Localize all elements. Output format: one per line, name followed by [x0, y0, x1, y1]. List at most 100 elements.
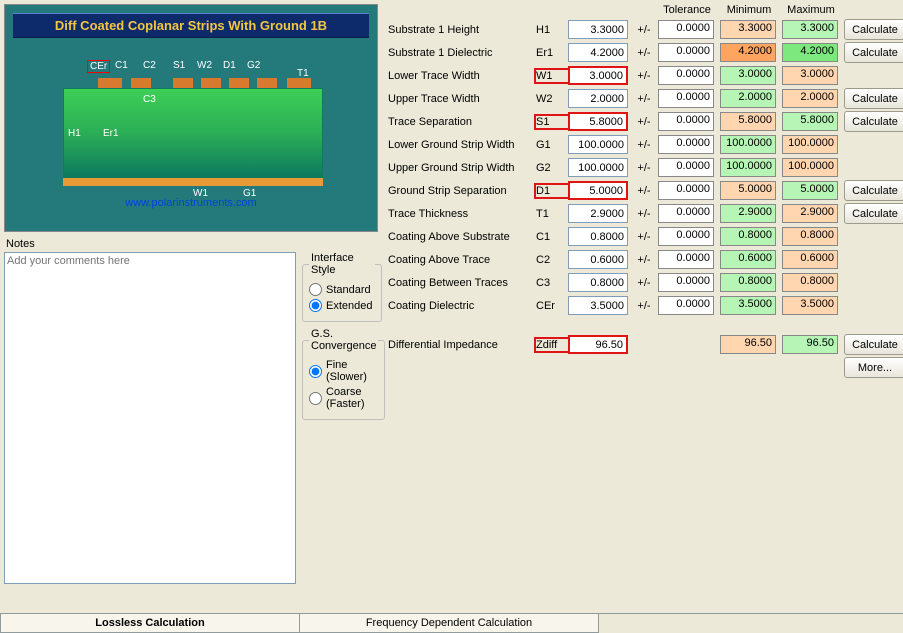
param-max: 3.3000: [782, 20, 838, 39]
param-max: 5.8000: [782, 112, 838, 131]
radio-coarse[interactable]: Coarse (Faster): [309, 386, 378, 410]
param-label: Coating Above Trace: [388, 254, 530, 266]
param-row-c3: Coating Between TracesC3+/-0.00000.80000…: [388, 271, 903, 294]
param-value-input[interactable]: [568, 43, 628, 62]
param-value-input[interactable]: [568, 135, 628, 154]
param-tol: 0.0000: [658, 135, 714, 154]
param-max: 100.0000: [782, 135, 838, 154]
result-value[interactable]: [568, 335, 628, 354]
param-max: 0.8000: [782, 273, 838, 292]
param-value-input[interactable]: [568, 66, 628, 85]
param-max: 0.6000: [782, 250, 838, 269]
param-tol: 0.0000: [658, 158, 714, 177]
param-label: Trace Separation: [388, 116, 530, 128]
radio-extended[interactable]: Extended: [309, 299, 375, 312]
param-value-input[interactable]: [568, 181, 628, 200]
radio-coarse-label: Coarse (Faster): [326, 386, 378, 410]
calculate-result-button[interactable]: Calculate: [844, 334, 903, 355]
diagram-body: CEr C1 C2 S1 W2 D1 G2 T1 C3 H1 Er1 W1 G1…: [13, 38, 369, 213]
tab-lossless[interactable]: Lossless Calculation: [0, 614, 300, 633]
diagram-label-h1: H1: [68, 128, 81, 139]
param-sym: C1: [534, 231, 564, 243]
param-label: Ground Strip Separation: [388, 185, 530, 197]
param-tol: 0.0000: [658, 181, 714, 200]
diagram-label-g2: G2: [247, 60, 260, 71]
radio-extended-input[interactable]: [309, 299, 322, 312]
calculate-button[interactable]: Calculate: [844, 19, 903, 40]
plus-minus: +/-: [634, 300, 654, 312]
param-value-input[interactable]: [568, 89, 628, 108]
param-value-input[interactable]: [568, 158, 628, 177]
param-row-er1: Substrate 1 DielectricEr1+/-0.00004.2000…: [388, 41, 903, 64]
param-tol: 0.0000: [658, 273, 714, 292]
param-row-h1: Substrate 1 HeightH1+/-0.00003.30003.300…: [388, 18, 903, 41]
col-tolerance: Tolerance: [658, 4, 716, 16]
param-row-w2: Upper Trace WidthW2+/-0.00002.00002.0000…: [388, 87, 903, 110]
radio-standard[interactable]: Standard: [309, 283, 375, 296]
result-sym: Zdiff: [534, 337, 568, 353]
param-value-input[interactable]: [568, 273, 628, 292]
interface-style-legend: Interface Style: [309, 252, 375, 276]
diagram-label-s1: S1: [173, 60, 185, 71]
notes-textarea[interactable]: [4, 252, 296, 584]
param-max: 3.0000: [782, 66, 838, 85]
radio-extended-label: Extended: [326, 300, 372, 312]
interface-style-group: Interface Style Standard Extended: [302, 252, 382, 322]
param-value-input[interactable]: [568, 227, 628, 246]
plus-minus: +/-: [634, 24, 654, 36]
param-min: 4.2000: [720, 43, 776, 62]
param-min: 3.0000: [720, 66, 776, 85]
param-value-input[interactable]: [568, 112, 628, 131]
param-value-input[interactable]: [568, 296, 628, 315]
diagram-label-d1: D1: [223, 60, 236, 71]
param-value-input[interactable]: [568, 250, 628, 269]
param-max: 100.0000: [782, 158, 838, 177]
radio-coarse-input[interactable]: [309, 392, 322, 405]
param-label: Coating Above Substrate: [388, 231, 530, 243]
param-row-d1: Ground Strip SeparationD1+/-0.00005.0000…: [388, 179, 903, 202]
plus-minus: +/-: [634, 208, 654, 220]
plus-minus: +/-: [634, 162, 654, 174]
plus-minus: +/-: [634, 116, 654, 128]
param-min: 0.8000: [720, 227, 776, 246]
tab-frequency[interactable]: Frequency Dependent Calculation: [299, 614, 599, 633]
calculate-button[interactable]: Calculate: [844, 180, 903, 201]
param-min: 0.8000: [720, 273, 776, 292]
param-tol: 0.0000: [658, 43, 714, 62]
radio-fine[interactable]: Fine (Slower): [309, 359, 378, 383]
param-row-c1: Coating Above SubstrateC1+/-0.00000.8000…: [388, 225, 903, 248]
plus-minus: +/-: [634, 93, 654, 105]
param-row-c2: Coating Above TraceC2+/-0.00000.60000.60…: [388, 248, 903, 271]
param-label: Lower Trace Width: [388, 70, 530, 82]
param-sym: C2: [534, 254, 564, 266]
radio-fine-input[interactable]: [309, 365, 322, 378]
param-label: Trace Thickness: [388, 208, 530, 220]
param-label: Coating Dielectric: [388, 300, 530, 312]
param-row-g2: Upper Ground Strip WidthG2+/-0.0000100.0…: [388, 156, 903, 179]
calculate-button[interactable]: Calculate: [844, 42, 903, 63]
bottom-tabs: Lossless Calculation Frequency Dependent…: [0, 613, 903, 633]
param-min: 0.6000: [720, 250, 776, 269]
plus-minus: +/-: [634, 47, 654, 59]
calculate-button[interactable]: Calculate: [844, 203, 903, 224]
convergence-group: G.S. Convergence Fine (Slower) Coarse (F…: [302, 328, 385, 420]
radio-standard-input[interactable]: [309, 283, 322, 296]
param-value-input[interactable]: [568, 204, 628, 223]
param-label: Substrate 1 Height: [388, 24, 530, 36]
param-max: 4.2000: [782, 43, 838, 62]
calculate-button[interactable]: Calculate: [844, 88, 903, 109]
more-button[interactable]: More...: [844, 357, 903, 378]
param-label: Lower Ground Strip Width: [388, 139, 530, 151]
col-maximum: Maximum: [782, 4, 840, 16]
calculate-button[interactable]: Calculate: [844, 111, 903, 132]
result-max: 96.50: [782, 335, 838, 354]
param-tol: 0.0000: [658, 204, 714, 223]
param-label: Substrate 1 Dielectric: [388, 47, 530, 59]
notes-label: Notes: [6, 238, 380, 250]
param-max: 2.0000: [782, 89, 838, 108]
param-sym: D1: [534, 183, 568, 199]
plus-minus: +/-: [634, 185, 654, 197]
diagram-label-t1: T1: [297, 68, 309, 79]
diagram-label-c1: C1: [115, 60, 128, 71]
param-value-input[interactable]: [568, 20, 628, 39]
